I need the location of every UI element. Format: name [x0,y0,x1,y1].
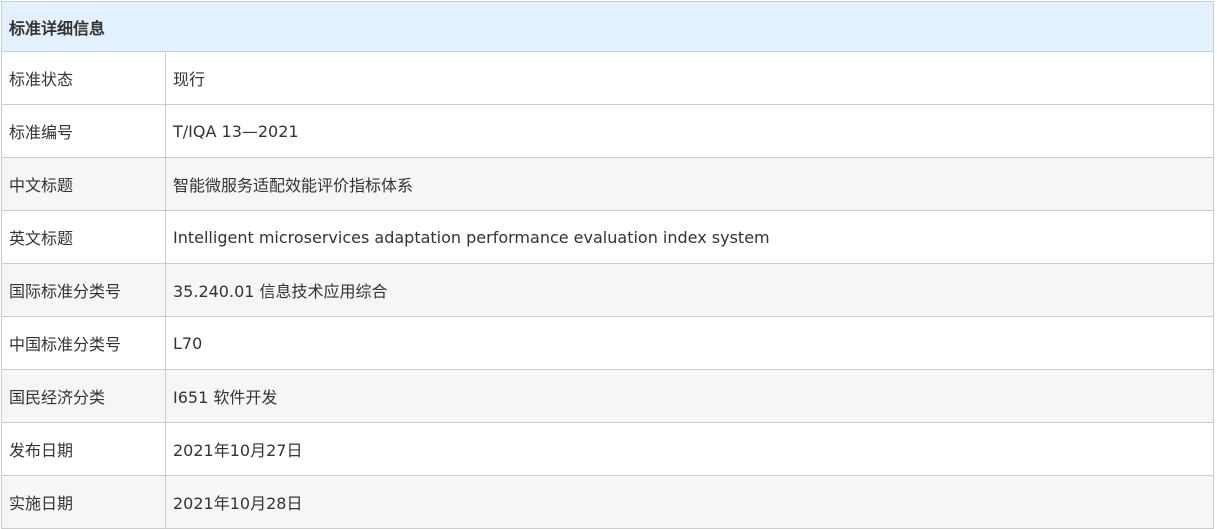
table-row: 中国标准分类号 L70 [1,316,1214,370]
row-label: 中国标准分类号 [1,316,166,370]
row-value: T/IQA 13—2021 [165,104,1214,158]
table-row: 国民经济分类 I651 软件开发 [1,369,1214,423]
row-value: 2021年10月28日 [165,475,1214,529]
table-row: 标准状态 现行 [1,51,1214,105]
row-label: 中文标题 [1,157,166,211]
table-title: 标准详细信息 [1,1,1214,52]
row-label: 标准状态 [1,51,166,105]
table-row: 标准编号 T/IQA 13—2021 [1,104,1214,158]
row-value: 35.240.01 信息技术应用综合 [165,263,1214,317]
row-label: 国际标准分类号 [1,263,166,317]
row-value: Intelligent microservices adaptation per… [165,210,1214,264]
row-label: 标准编号 [1,104,166,158]
table-row: 发布日期 2021年10月27日 [1,422,1214,476]
row-value: L70 [165,316,1214,370]
row-label: 英文标题 [1,210,166,264]
table-row: 国际标准分类号 35.240.01 信息技术应用综合 [1,263,1214,317]
row-label: 国民经济分类 [1,369,166,423]
table-row: 英文标题 Intelligent microservices adaptation… [1,210,1214,264]
row-value: 2021年10月27日 [165,422,1214,476]
row-label: 实施日期 [1,475,166,529]
row-value: 现行 [165,51,1214,105]
table-header-row: 标准详细信息 [1,1,1214,52]
table-row: 中文标题 智能微服务适配效能评价指标体系 [1,157,1214,211]
row-value: 智能微服务适配效能评价指标体系 [165,157,1214,211]
table-row: 实施日期 2021年10月28日 [1,475,1214,529]
row-label: 发布日期 [1,422,166,476]
row-value: I651 软件开发 [165,369,1214,423]
